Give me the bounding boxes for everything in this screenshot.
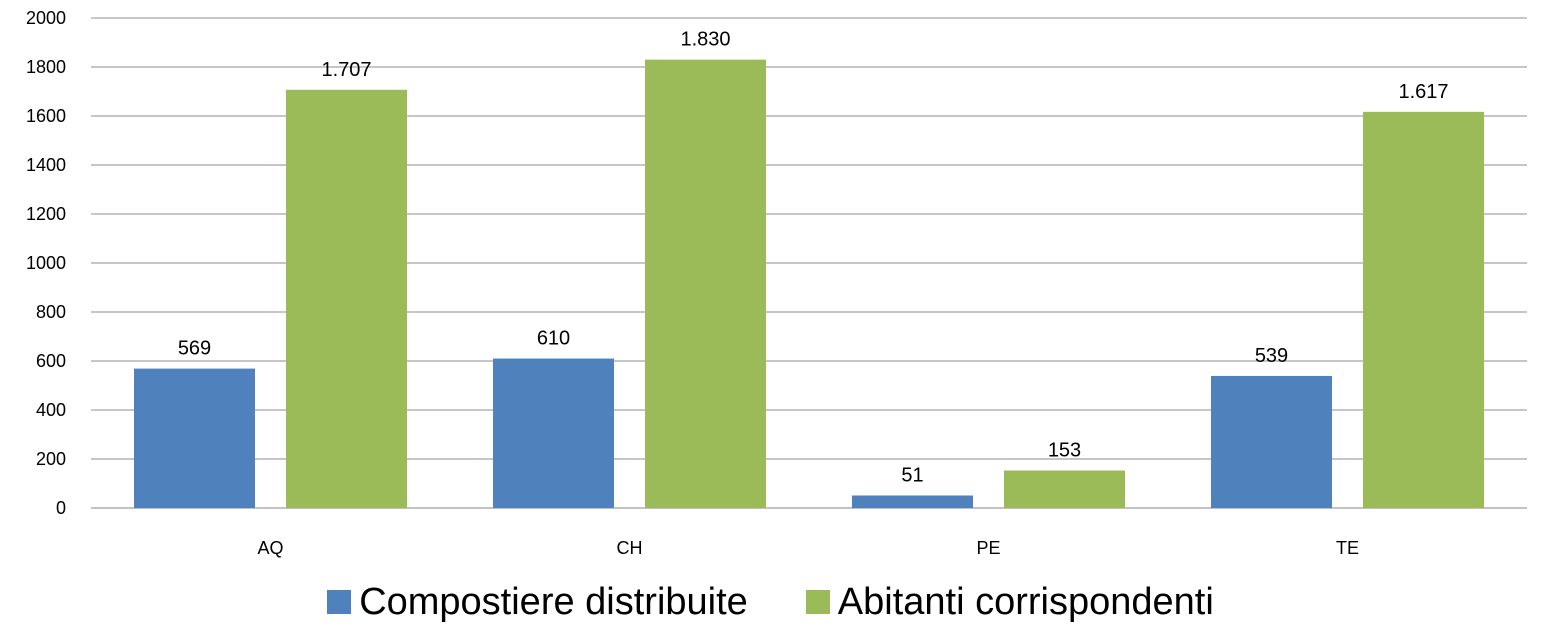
bar-ch-series-1 bbox=[645, 59, 766, 509]
data-label-te-series-0: 539 bbox=[1255, 345, 1288, 367]
bar-aq-series-1 bbox=[286, 89, 407, 508]
data-label-pe-series-0: 51 bbox=[901, 465, 923, 487]
y-tick-label-1600: 1600 bbox=[26, 106, 66, 126]
data-label-pe-series-1: 153 bbox=[1048, 440, 1081, 462]
y-tick-label-600: 600 bbox=[36, 351, 66, 371]
bar-ch-series-0 bbox=[493, 358, 614, 508]
data-label-ch-series-0: 610 bbox=[537, 328, 570, 350]
data-label-aq-series-0: 569 bbox=[178, 338, 211, 360]
data-label-ch-series-1: 1.830 bbox=[680, 29, 730, 51]
data-labels: 569 1.707 610 1.830 51 153 539 1.617 bbox=[178, 29, 1449, 487]
legend-label-compostiere: Compostiere distribuite bbox=[359, 581, 748, 623]
y-tick-label-0: 0 bbox=[56, 498, 66, 518]
y-tick-label-1400: 1400 bbox=[26, 155, 66, 175]
y-tick-label-2000: 2000 bbox=[26, 8, 66, 28]
legend-item-compostiere: Compostiere distribuite bbox=[327, 583, 748, 621]
bar-te-series-1 bbox=[1363, 111, 1484, 509]
x-category-label-pe: PE bbox=[976, 538, 1000, 558]
plot-area: 0 200 400 600 800 1000 1200 1400 1600 1800 2000 56… bbox=[26, 8, 1527, 558]
bars bbox=[134, 59, 1484, 509]
bar-te-series-0 bbox=[1211, 375, 1332, 508]
x-category-label-aq: AQ bbox=[257, 538, 283, 558]
data-label-aq-series-1: 1.707 bbox=[321, 59, 371, 81]
legend-swatch-abitanti bbox=[805, 590, 830, 614]
bar-pe-series-1 bbox=[1004, 470, 1125, 508]
legend: Compostiere distribuite Abitanti corrisp… bbox=[0, 578, 1541, 626]
y-tick-label-800: 800 bbox=[36, 302, 66, 322]
legend-label-abitanti: Abitanti corrispondenti bbox=[837, 581, 1214, 623]
x-category-label-te: TE bbox=[1336, 538, 1359, 558]
data-label-te-series-1: 1.617 bbox=[1398, 81, 1448, 103]
x-axis-categories: AQ CH PE TE bbox=[257, 538, 1359, 558]
x-category-label-ch: CH bbox=[617, 538, 643, 558]
bar-pe-series-0 bbox=[852, 495, 973, 508]
bar-aq-series-0 bbox=[134, 368, 255, 508]
y-tick-label-200: 200 bbox=[36, 449, 66, 469]
y-tick-label-400: 400 bbox=[36, 400, 66, 420]
y-tick-label-1000: 1000 bbox=[26, 253, 66, 273]
legend-item-abitanti: Abitanti corrispondenti bbox=[805, 581, 1214, 623]
y-tick-label-1800: 1800 bbox=[26, 57, 66, 77]
legend-swatch-compostiere bbox=[327, 590, 352, 614]
y-tick-label-1200: 1200 bbox=[26, 204, 66, 224]
y-axis-ticks: 0 200 400 600 800 1000 1200 1400 1600 1800 2000 bbox=[26, 8, 66, 518]
